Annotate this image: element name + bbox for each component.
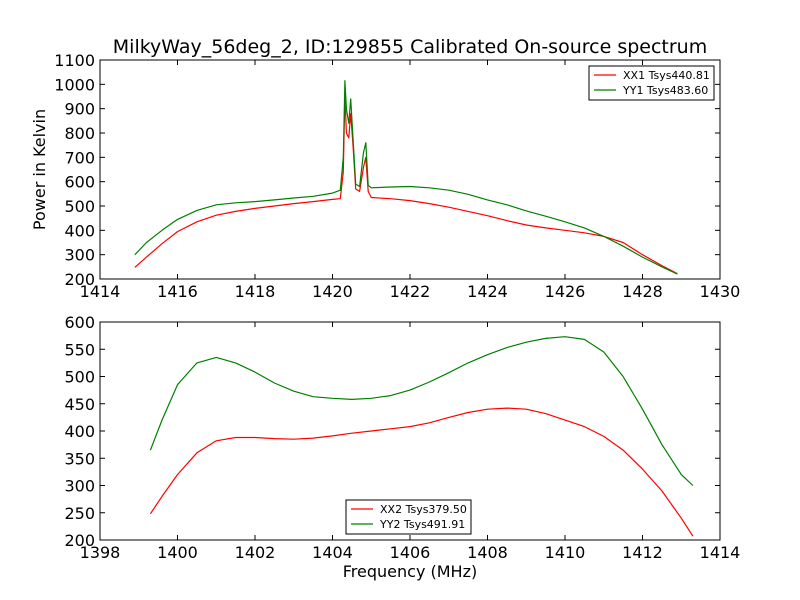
legend-label: YY1 Tsys483.60: [622, 84, 708, 97]
y-tick-label: 300: [64, 477, 95, 496]
y-tick-label: 500: [64, 197, 95, 216]
x-tick-label: 1414: [700, 543, 741, 562]
legend-label: YY2 Tsys491.91: [379, 518, 465, 531]
figure-title: MilkyWay_56deg_2, ID:129855 Calibrated O…: [113, 36, 707, 58]
x-tick-label: 1418: [235, 282, 276, 301]
y-tick-label: 400: [64, 422, 95, 441]
y-tick-label: 800: [64, 124, 95, 143]
y-tick-label: 200: [64, 531, 95, 550]
chart-panel-1: 1414 1416 1418 1420 1422 1424 1426 1428 1430 200 3…: [30, 51, 740, 301]
x-tick-label: 1402: [235, 543, 276, 562]
y-tick-label: 550: [64, 340, 95, 359]
x-tick-label: 1410: [545, 543, 586, 562]
chart-panels: 1414 1416 1418 1420 1422 1424 1426 1428 1430 200 3…: [30, 51, 740, 581]
series-line-yy2: [149, 336, 694, 486]
x-tick-label: 1430: [700, 282, 741, 301]
y-tick-label: 350: [64, 449, 95, 468]
x-tick-label: 1408: [467, 543, 508, 562]
legend-label: XX1 Tsys440.81: [623, 69, 710, 82]
y-tick-label: 400: [64, 221, 95, 240]
x-axis-label: Frequency (MHz): [343, 562, 477, 581]
x-tick-label: 1404: [312, 543, 353, 562]
y-tick-label: 700: [64, 148, 95, 167]
x-tick-label: 1398: [80, 543, 121, 562]
x-tick-label: 1426: [545, 282, 586, 301]
y-tick-label: 300: [64, 246, 95, 265]
series-line-xx1: [134, 93, 678, 275]
y-tick-label: 600: [64, 313, 95, 332]
y-tick-label: 600: [64, 173, 95, 192]
y-tick-label: 200: [64, 270, 95, 289]
y-axis-label: Power in Kelvin: [30, 109, 49, 230]
series-line-yy1: [134, 80, 678, 275]
x-tick-label: 1412: [622, 543, 663, 562]
legend: XX1 Tsys440.81 YY1 Tsys483.60: [588, 65, 715, 101]
x-tick-label: 1428: [622, 282, 663, 301]
x-tick-label: 1424: [467, 282, 508, 301]
chart-panel-2: 1398 1400 1402 1404 1406 1408 1410 1412 1414 200 2…: [64, 313, 740, 581]
x-tick-label: 1414: [80, 282, 121, 301]
y-tick-label: 450: [64, 395, 95, 414]
legend-label: XX2 Tsys379.50: [380, 503, 467, 516]
legend-box: [345, 499, 472, 535]
y-tick-label: 500: [64, 368, 95, 387]
y-tick-label: 1000: [54, 75, 95, 94]
x-tick-label: 1420: [312, 282, 353, 301]
x-tick-label: 1400: [157, 543, 198, 562]
y-tick-label: 250: [64, 504, 95, 523]
x-tick-label: 1416: [157, 282, 198, 301]
x-tick-label: 1422: [390, 282, 431, 301]
y-tick-label: 1100: [54, 51, 95, 70]
x-tick-label: 1406: [390, 543, 431, 562]
legend-box: [588, 65, 715, 101]
legend: XX2 Tsys379.50 YY2 Tsys491.91: [345, 499, 472, 535]
y-tick-label: 900: [64, 100, 95, 119]
series-line-xx2: [149, 407, 694, 537]
